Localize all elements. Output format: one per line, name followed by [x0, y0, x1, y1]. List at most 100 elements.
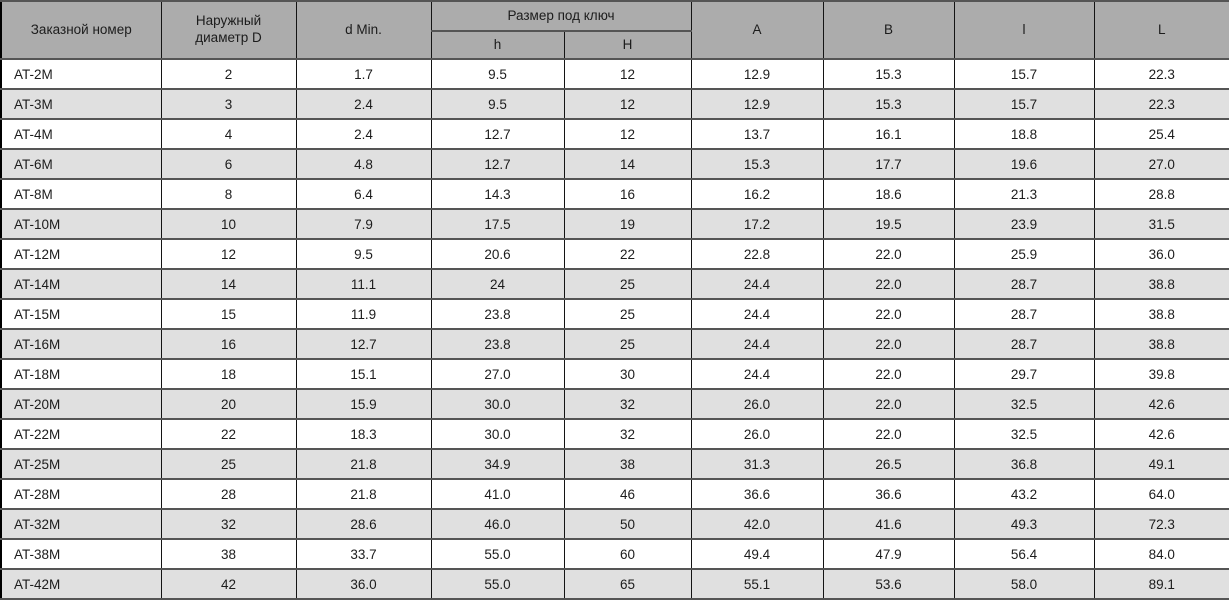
- value-cell: 34.9: [430, 448, 565, 480]
- value-cell: 42.0: [690, 508, 824, 540]
- order-number-cell: AT-3M: [0, 88, 162, 120]
- value-cell: 30.0: [430, 388, 565, 420]
- header-h-small: h: [430, 30, 565, 60]
- table-row: AT-10M 10 7.9 17.5 19 17.2 19.5 23.9 31.5: [0, 208, 1229, 240]
- value-cell: 18.6: [822, 178, 955, 210]
- value-cell: 2.4: [295, 118, 432, 150]
- value-cell: 38.8: [1093, 328, 1229, 360]
- value-cell: 9.5: [430, 58, 565, 90]
- order-number-cell: AT-38M: [0, 538, 162, 570]
- header-a: A: [690, 0, 824, 60]
- value-cell: 50: [563, 508, 692, 540]
- value-cell: 16: [563, 178, 692, 210]
- value-cell: 25: [563, 328, 692, 360]
- value-cell: 22.0: [822, 238, 955, 270]
- order-number-cell: AT-16M: [0, 328, 162, 360]
- value-cell: 26.0: [690, 418, 824, 450]
- value-cell: 12.7: [295, 328, 432, 360]
- value-cell: 16: [160, 328, 297, 360]
- value-cell: 41.0: [430, 478, 565, 510]
- header-d-min: d Min.: [295, 0, 432, 60]
- value-cell: 19: [563, 208, 692, 240]
- value-cell: 27.0: [430, 358, 565, 390]
- value-cell: 22.0: [822, 268, 955, 300]
- value-cell: 15.3: [822, 88, 955, 120]
- value-cell: 18.3: [295, 418, 432, 450]
- value-cell: 31.5: [1093, 208, 1229, 240]
- header-wrench-size: Размер под ключ: [430, 0, 692, 32]
- value-cell: 15.1: [295, 358, 432, 390]
- value-cell: 23.9: [953, 208, 1095, 240]
- value-cell: 38.8: [1093, 268, 1229, 300]
- header-outer-diameter: Наружный диаметр D: [160, 0, 297, 60]
- value-cell: 36.8: [953, 448, 1095, 480]
- table-row: AT-20M 20 15.9 30.0 32 26.0 22.0 32.5 42.6: [0, 388, 1229, 420]
- value-cell: 12: [563, 58, 692, 90]
- value-cell: 17.5: [430, 208, 565, 240]
- value-cell: 21.8: [295, 448, 432, 480]
- value-cell: 2: [160, 58, 297, 90]
- value-cell: 13.7: [690, 118, 824, 150]
- order-number-cell: AT-8M: [0, 178, 162, 210]
- value-cell: 12.9: [690, 88, 824, 120]
- value-cell: 11.9: [295, 298, 432, 330]
- value-cell: 25: [160, 448, 297, 480]
- table-row: AT-42M 42 36.0 55.0 65 55.1 53.6 58.0 89.1: [0, 568, 1229, 600]
- table-row: AT-32M 32 28.6 46.0 50 42.0 41.6 49.3 72.3: [0, 508, 1229, 540]
- value-cell: 55.1: [690, 568, 824, 600]
- value-cell: 1.7: [295, 58, 432, 90]
- value-cell: 23.8: [430, 298, 565, 330]
- value-cell: 60: [563, 538, 692, 570]
- value-cell: 30: [563, 358, 692, 390]
- value-cell: 42.6: [1093, 418, 1229, 450]
- value-cell: 58.0: [953, 568, 1095, 600]
- value-cell: 24.4: [690, 268, 824, 300]
- value-cell: 25: [563, 268, 692, 300]
- value-cell: 24.4: [690, 328, 824, 360]
- value-cell: 33.7: [295, 538, 432, 570]
- order-number-cell: AT-4M: [0, 118, 162, 150]
- value-cell: 38: [160, 538, 297, 570]
- value-cell: 25.9: [953, 238, 1095, 270]
- value-cell: 23.8: [430, 328, 565, 360]
- table-row: AT-22M 22 18.3 30.0 32 26.0 22.0 32.5 42.6: [0, 418, 1229, 450]
- value-cell: 14: [563, 148, 692, 180]
- value-cell: 26.0: [690, 388, 824, 420]
- value-cell: 42: [160, 568, 297, 600]
- value-cell: 49.3: [953, 508, 1095, 540]
- table-row: AT-38M 38 33.7 55.0 60 49.4 47.9 56.4 84.0: [0, 538, 1229, 570]
- table-row: AT-6M 6 4.8 12.7 14 15.3 17.7 19.6 27.0: [0, 148, 1229, 180]
- value-cell: 6: [160, 148, 297, 180]
- value-cell: 28: [160, 478, 297, 510]
- order-number-cell: AT-32M: [0, 508, 162, 540]
- value-cell: 4: [160, 118, 297, 150]
- value-cell: 28.8: [1093, 178, 1229, 210]
- value-cell: 18.8: [953, 118, 1095, 150]
- value-cell: 20: [160, 388, 297, 420]
- value-cell: 14: [160, 268, 297, 300]
- value-cell: 15.7: [953, 88, 1095, 120]
- value-cell: 32: [563, 418, 692, 450]
- value-cell: 46.0: [430, 508, 565, 540]
- value-cell: 16.1: [822, 118, 955, 150]
- value-cell: 12.7: [430, 148, 565, 180]
- value-cell: 84.0: [1093, 538, 1229, 570]
- table-row: AT-4M 4 2.4 12.7 12 13.7 16.1 18.8 25.4: [0, 118, 1229, 150]
- value-cell: 6.4: [295, 178, 432, 210]
- value-cell: 24.4: [690, 298, 824, 330]
- value-cell: 25: [563, 298, 692, 330]
- value-cell: 72.3: [1093, 508, 1229, 540]
- value-cell: 28.7: [953, 268, 1095, 300]
- order-number-cell: AT-28M: [0, 478, 162, 510]
- order-number-cell: AT-25M: [0, 448, 162, 480]
- value-cell: 2.4: [295, 88, 432, 120]
- table-row: AT-16M 16 12.7 23.8 25 24.4 22.0 28.7 38.8: [0, 328, 1229, 360]
- value-cell: 22.0: [822, 418, 955, 450]
- order-number-cell: AT-18M: [0, 358, 162, 390]
- table-row: AT-8M 8 6.4 14.3 16 16.2 18.6 21.3 28.8: [0, 178, 1229, 210]
- value-cell: 8: [160, 178, 297, 210]
- value-cell: 4.8: [295, 148, 432, 180]
- value-cell: 25.4: [1093, 118, 1229, 150]
- value-cell: 19.6: [953, 148, 1095, 180]
